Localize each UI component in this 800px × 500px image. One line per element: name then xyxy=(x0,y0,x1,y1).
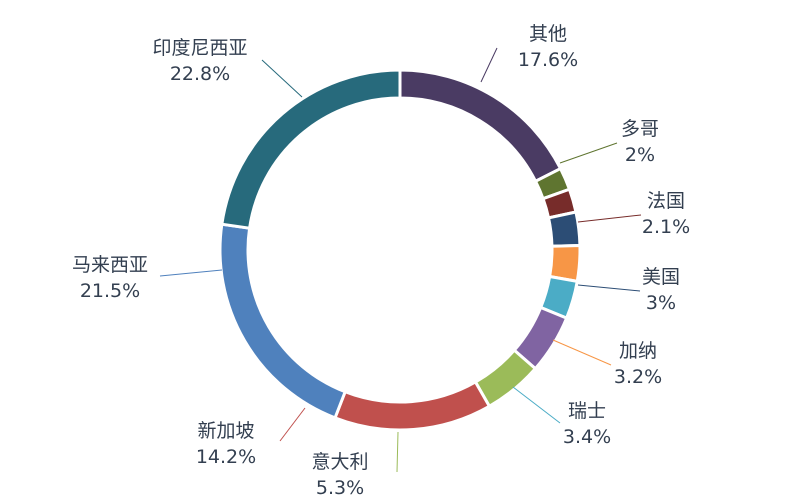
donut-slice xyxy=(398,68,563,184)
slice-value: 2% xyxy=(625,144,655,166)
leader-line xyxy=(552,339,612,366)
slice-value: 22.8% xyxy=(170,63,230,85)
leader-line xyxy=(559,142,618,164)
slice-label: 意大利 xyxy=(311,451,368,473)
leader-line xyxy=(577,214,642,223)
slice-value: 3.4% xyxy=(563,426,611,448)
slice-label: 新加坡 xyxy=(197,420,254,442)
slice-label: 印度尼西亚 xyxy=(152,37,247,59)
slice-value: 2.1% xyxy=(642,216,690,238)
donut-slice xyxy=(220,68,402,230)
donut-slice xyxy=(546,210,582,248)
slice-value: 3% xyxy=(646,292,676,314)
donut-slice xyxy=(218,222,348,420)
slice-label: 其他 xyxy=(529,23,567,45)
slice-label: 法国 xyxy=(647,190,685,212)
slice-value: 21.5% xyxy=(80,280,140,302)
leader-line xyxy=(577,284,641,292)
slice-label: 加纳 xyxy=(619,340,657,362)
slice-label: 多哥 xyxy=(621,118,659,140)
slice-value: 17.6% xyxy=(518,49,578,71)
slice-value: 3.2% xyxy=(614,366,662,388)
leader-line xyxy=(396,431,399,473)
leader-line xyxy=(480,47,498,83)
leader-line xyxy=(159,269,223,277)
slice-value: 14.2% xyxy=(196,446,256,468)
leader-line xyxy=(512,386,561,424)
slice-label: 马来西亚 xyxy=(72,254,148,276)
leader-line xyxy=(261,59,303,98)
donut-slice xyxy=(333,379,492,432)
slice-label: 美国 xyxy=(642,266,680,288)
slice-value: 5.3% xyxy=(316,477,364,499)
leader-line xyxy=(279,407,306,442)
slice-label: 瑞士 xyxy=(568,400,606,422)
